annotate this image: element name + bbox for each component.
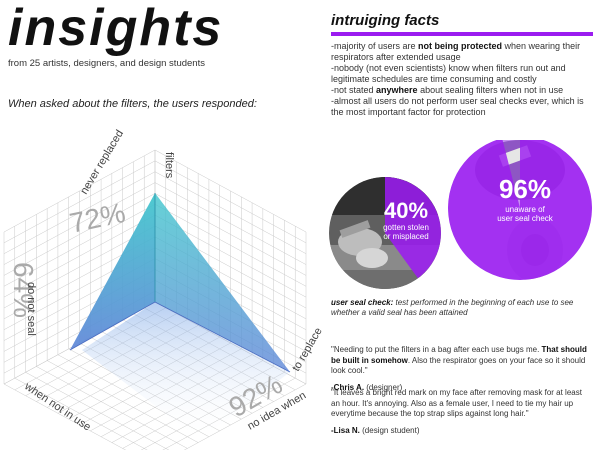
grid-line [25,372,170,450]
quote-author: -Chris A. (designer) [331,382,403,392]
survey-corner-chart: filters never replaced 72% 64% do not se… [3,128,325,450]
grid-line [154,193,307,276]
stat-caption-stolen-line2: or misplaced [383,232,428,241]
grid-line [3,149,156,233]
stat-circles: 40% gotten stolen or misplaced 96% unawa… [329,140,592,289]
fact-item: -not stated anywhere about sealing filte… [331,85,564,95]
grid-line [36,366,188,449]
triangle-left-edge [69,301,156,351]
grid-line [3,193,156,276]
quote-author: -Lisa N. (design student) [331,425,420,435]
floor-shadow [82,302,290,440]
grid-line [47,360,199,443]
grid-line [183,383,307,450]
user-quote: "It leaves a bright red mark on my face … [331,388,593,436]
user-quote: "Needing to put the filters in a bag aft… [331,345,593,393]
seal-check-definition: user seal check: test performed in the b… [331,298,574,317]
page-title: insights [8,0,224,57]
fact-item: -majority of users are not being protect… [331,41,581,62]
facts-list: -majority of users are not being protect… [331,41,597,118]
stat-value-seal-check: 96% [499,174,551,204]
grid-line [14,377,148,450]
stat-caption-seal-line1: unaware of [505,205,545,214]
page-subtitle: from 25 artists, designers, and design s… [8,58,205,69]
grid-line [154,160,307,244]
facts-title-underline [331,32,593,36]
stat-fill-stolen [385,177,441,279]
survey-question: When asked about the filters, the users … [8,98,257,110]
grid-line [3,171,156,254]
grid-line [154,171,307,254]
fact-item: -almost all users do not perform user se… [331,96,584,117]
stat-caption-seal-line2: user seal check [497,214,554,223]
grid-line [3,214,156,298]
axis-label-when-not-in-use: when not in use [21,380,92,434]
facts-title: intruiging facts [331,12,440,29]
value-never-replaced: 72% [67,197,128,239]
grid-line [3,182,156,265]
stat-caption-stolen-line1: gotten stolen [383,223,429,232]
triangle-right-edge [154,301,291,373]
triangle-left-face [70,193,155,350]
grid-line [154,149,307,233]
axis-label-never-replaced: never replaced [78,128,126,197]
fact-item: -nobody (not even scientists) know when … [331,63,566,84]
triangle-right-face [155,193,290,372]
stat-value-stolen: 40% [384,198,428,223]
grid-line [3,160,156,244]
grid-line [3,204,156,287]
grid-line [3,383,127,450]
grid-line [154,204,307,287]
stat-fill-seal-check [448,140,592,280]
axis-label-filters: filters [163,152,175,179]
axis-label-do-not-seal: do not seal [25,282,37,336]
grid-line [154,182,307,265]
value-do-not-seal: 64% [8,262,39,318]
